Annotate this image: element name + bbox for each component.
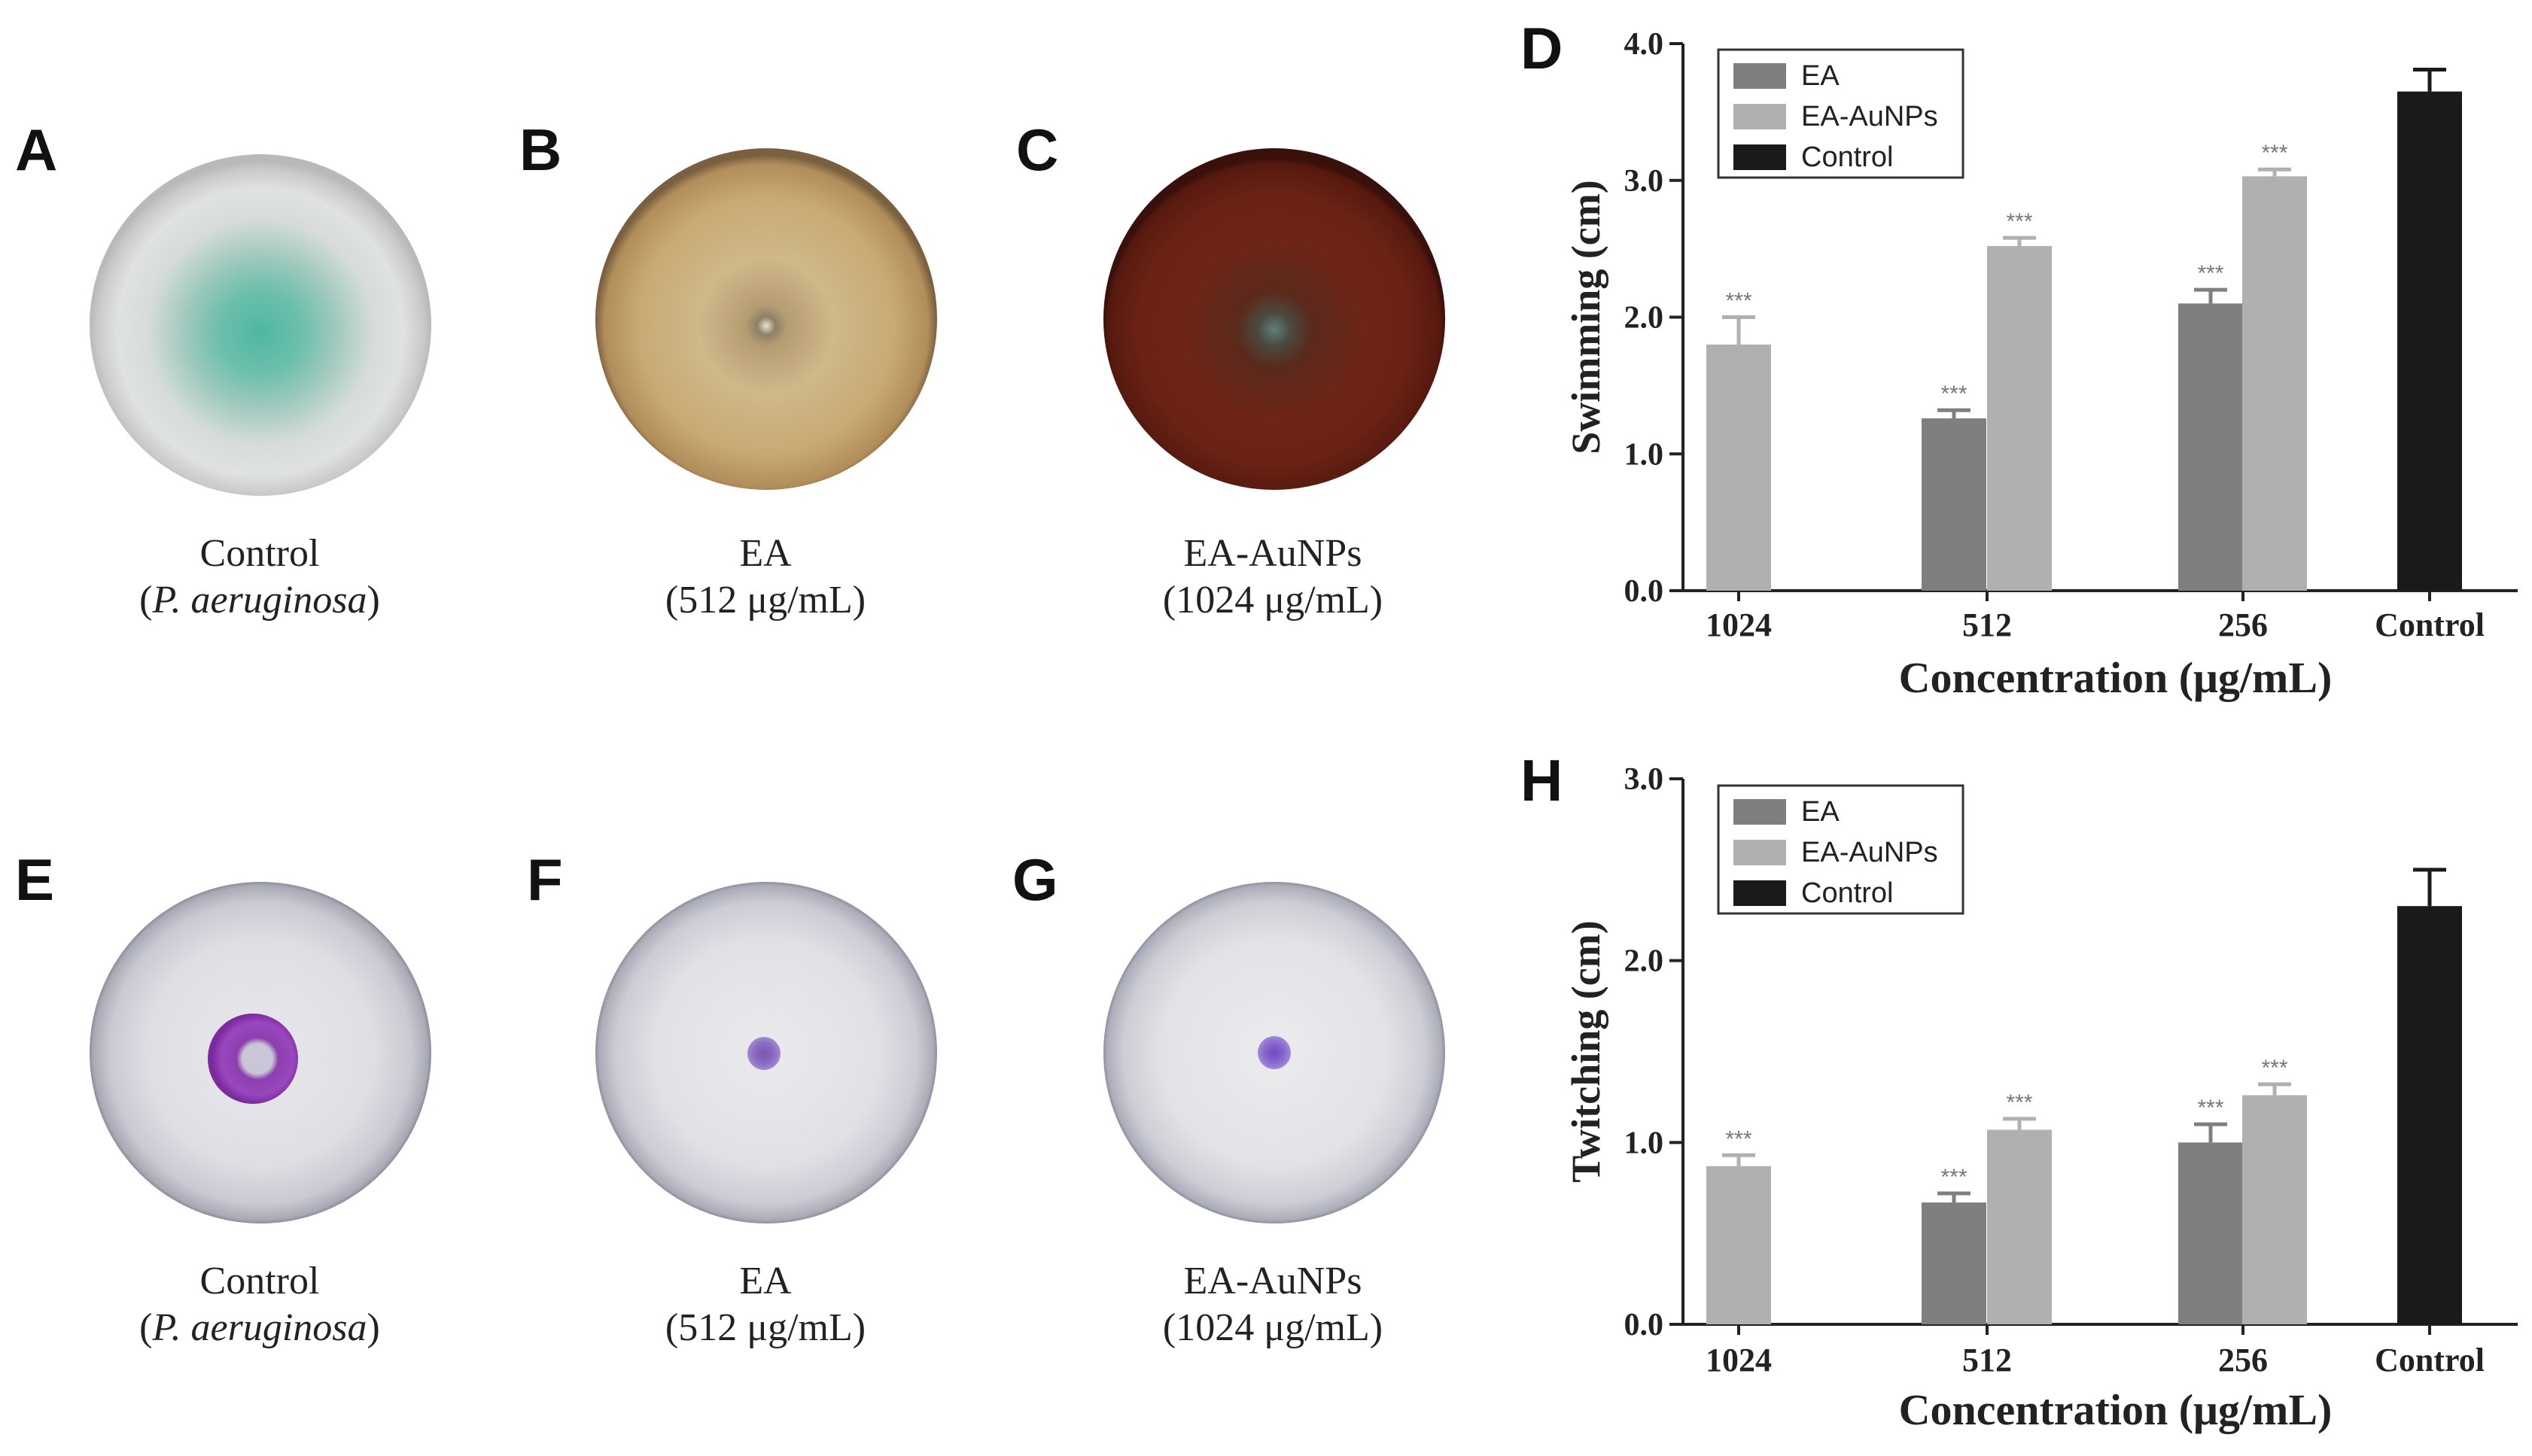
caption-e-line1: Control [199, 1260, 320, 1302]
y-tick-label: 3.0 [1624, 762, 1664, 797]
bar-ea-aunps-512 [1987, 1129, 2052, 1324]
legend-label: Control [1801, 141, 1894, 173]
caption-b: EA (512 μg/mL) [592, 530, 939, 624]
bar-ea-aunps-1024 [1706, 344, 1771, 591]
y-tick-label: 1.0 [1624, 1126, 1664, 1160]
caption-b-line1: EA [739, 532, 792, 575]
bar-ea-512 [1922, 418, 1986, 591]
significance-marker: *** [2006, 209, 2032, 234]
x-tick-label: 256 [2218, 1342, 2268, 1378]
y-axis-label: Swimming (cm) [1563, 180, 1608, 454]
significance-marker: *** [1940, 1165, 1967, 1190]
x-tick-label: 512 [1962, 606, 2012, 643]
caption-f-line2: (512 μg/mL) [665, 1306, 866, 1349]
bar-ea-aunps-256 [2242, 176, 2307, 591]
caption-f: EA (512 μg/mL) [592, 1258, 939, 1351]
caption-c-line2: (1024 μg/mL) [1162, 579, 1383, 622]
caption-f-line1: EA [739, 1260, 792, 1302]
caption-e-species: P. aeruginosa [152, 1306, 367, 1349]
caption-a-open: ( [139, 579, 153, 622]
significance-marker: *** [1725, 1126, 1751, 1151]
bar-ea-512 [1922, 1202, 1986, 1324]
significance-marker: *** [2261, 1056, 2287, 1081]
caption-a-line2: (P. aeruginosa) [87, 577, 433, 624]
plate-image-ea-twitching [595, 882, 937, 1223]
bar-ea-aunps-512 [1987, 245, 2052, 591]
legend-swatch-ea [1733, 799, 1786, 825]
legend-label: EA-AuNPs [1801, 101, 1938, 132]
legend-swatch-ea-aunps [1733, 104, 1786, 129]
bar-control-control [2397, 91, 2462, 591]
x-axis-label: Concentration (μg/mL) [1899, 1385, 2333, 1434]
panel-label-g: G [1012, 847, 1058, 913]
y-tick-label: 4.0 [1624, 27, 1664, 62]
plate-image-ea-swimming [595, 148, 937, 490]
x-tick-label: 256 [2218, 606, 2268, 643]
plate-image-ea-aunps-twitching [1103, 882, 1445, 1223]
caption-e-open: ( [139, 1306, 153, 1349]
legend-swatch-control [1733, 144, 1786, 170]
swimming-chart: 0.0 1.0 2.0 3.0 4.0 1024 512 256 Control Concentr… [1563, 27, 2518, 702]
caption-g-line2: (1024 μg/mL) [1162, 1306, 1383, 1349]
legend-swatch-control [1733, 880, 1786, 906]
legend-label: EA-AuNPs [1801, 837, 1938, 868]
legend-label: Control [1801, 877, 1894, 909]
caption-a-close: ) [367, 579, 380, 622]
bar-ea-256 [2178, 1142, 2243, 1324]
x-tick-label: 1024 [1706, 606, 1772, 643]
significance-marker: *** [2197, 1096, 2223, 1120]
bar-ea-256 [2178, 303, 2243, 591]
plate-image-control-swimming [90, 154, 431, 496]
x-tick-label: 512 [1962, 1342, 2012, 1378]
legend-label: EA [1801, 60, 1840, 92]
caption-c: EA-AuNPs (1024 μg/mL) [1100, 530, 1446, 624]
caption-e-line2: (P. aeruginosa) [87, 1305, 433, 1351]
significance-marker: *** [2197, 261, 2223, 286]
y-axis-label: Twitching (cm) [1563, 920, 1608, 1182]
y-tick-label: 3.0 [1624, 164, 1664, 199]
caption-g-line1: EA-AuNPs [1183, 1260, 1362, 1302]
panel-label-a: A [15, 117, 58, 183]
y-tick-label: 0.0 [1624, 574, 1664, 609]
caption-a: Control (P. aeruginosa) [87, 530, 433, 624]
bar-ea-aunps-1024 [1706, 1166, 1771, 1324]
caption-c-line1: EA-AuNPs [1183, 532, 1362, 575]
panel-label-f: F [527, 847, 563, 913]
y-tick-label: 2.0 [1624, 944, 1664, 979]
significance-marker: *** [2006, 1090, 2032, 1115]
twitching-zone-ea [747, 1037, 781, 1070]
significance-marker: *** [1725, 289, 1751, 314]
x-tick-label: Control [2375, 1342, 2485, 1378]
caption-e-close: ) [367, 1306, 380, 1349]
caption-b-line2: (512 μg/mL) [665, 579, 866, 622]
legend-label: EA [1801, 796, 1840, 828]
significance-marker: *** [2261, 141, 2287, 166]
caption-a-species: P. aeruginosa [152, 579, 367, 622]
x-tick-label: 1024 [1706, 1342, 1772, 1378]
panel-label-e: E [15, 847, 55, 913]
plate-image-ea-aunps-swimming [1103, 148, 1445, 490]
twitching-chart: 0.0 1.0 2.0 3.0 1024 512 256 Control Concentrati… [1563, 762, 2518, 1434]
caption-e: Control (P. aeruginosa) [87, 1258, 433, 1351]
panel-label-h: H [1520, 747, 1563, 813]
twitching-zone-control [208, 1014, 298, 1104]
panel-label-d: D [1520, 15, 1563, 81]
legend-swatch-ea-aunps [1733, 840, 1786, 865]
bar-control-control [2397, 906, 2462, 1324]
panel-label-b: B [519, 117, 562, 183]
significance-marker: *** [1940, 381, 1967, 406]
y-tick-label: 2.0 [1624, 301, 1664, 336]
x-axis-label: Concentration (μg/mL) [1899, 653, 2333, 702]
legend-swatch-ea [1733, 63, 1786, 89]
y-tick-label: 1.0 [1624, 437, 1664, 472]
caption-a-line1: Control [199, 532, 320, 575]
x-tick-label: Control [2375, 606, 2485, 643]
panel-label-c: C [1016, 117, 1059, 183]
twitching-zone-ea-aunps [1258, 1036, 1291, 1069]
y-tick-label: 0.0 [1624, 1308, 1664, 1342]
plate-image-control-twitching [90, 882, 431, 1223]
caption-g: EA-AuNPs (1024 μg/mL) [1100, 1258, 1446, 1351]
bar-ea-aunps-256 [2242, 1095, 2307, 1324]
